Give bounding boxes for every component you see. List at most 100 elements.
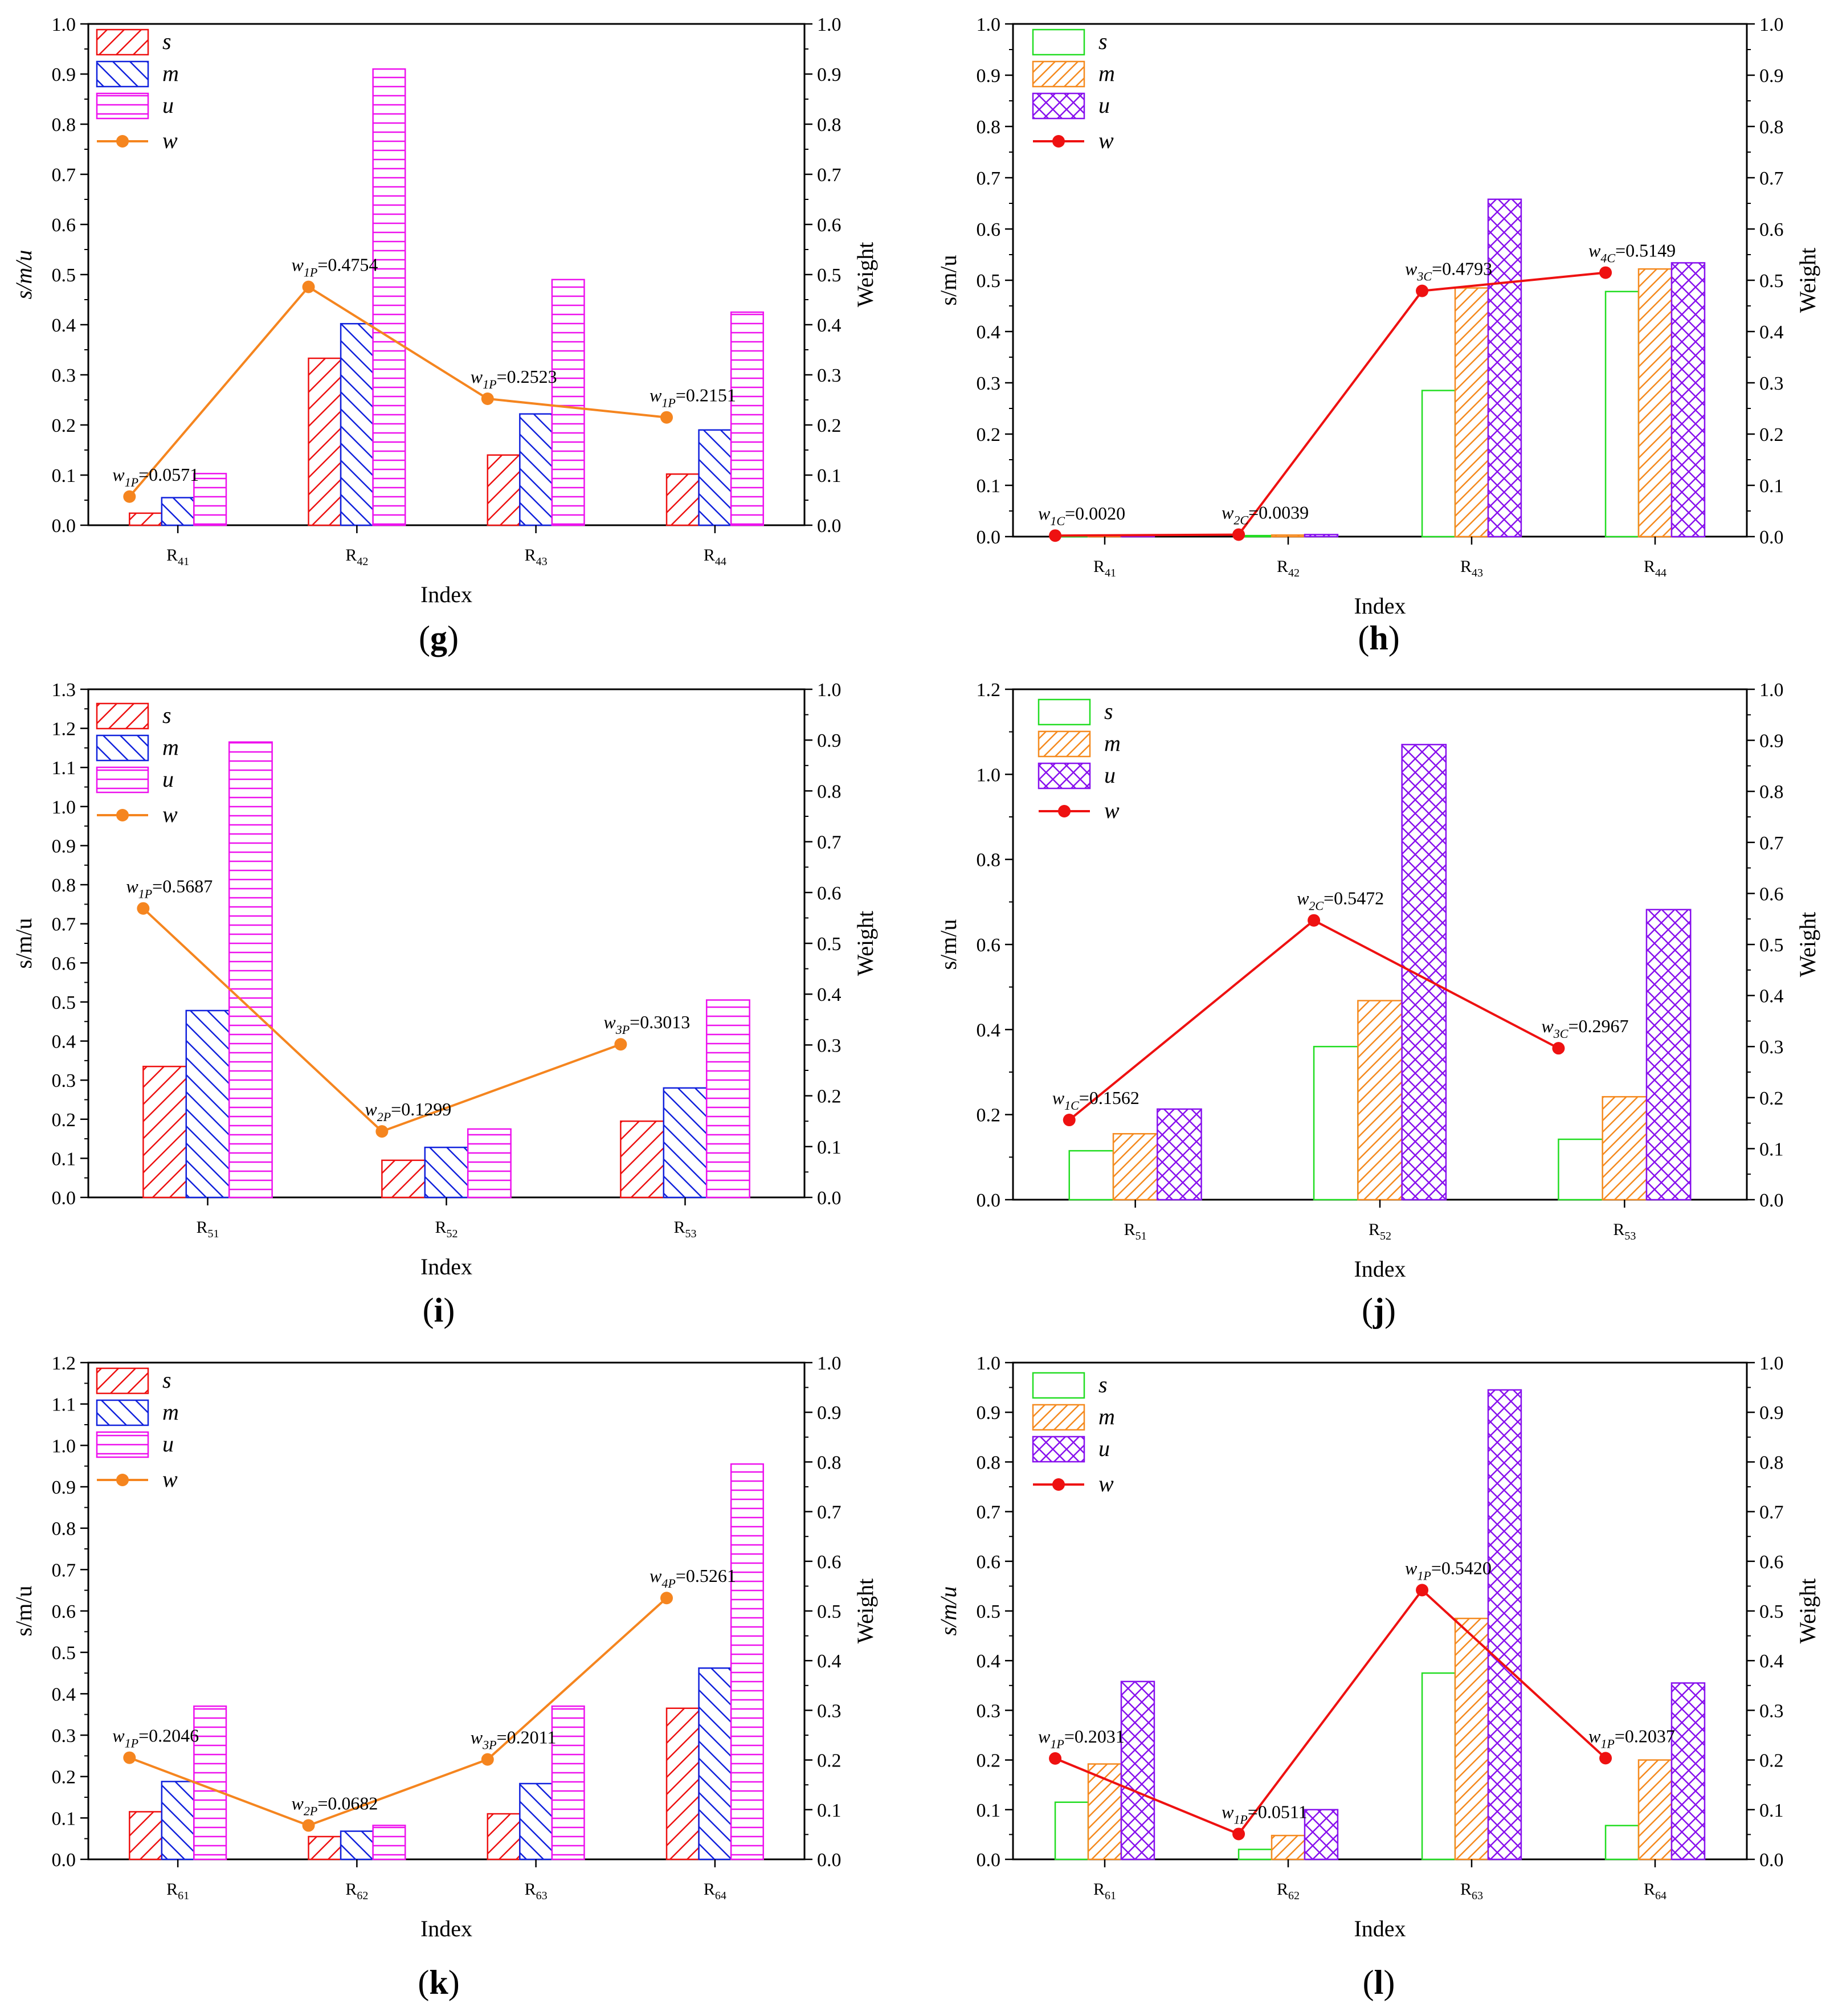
- right-tick-label: 0.1: [1759, 1139, 1784, 1160]
- right-tick-label: 0.1: [817, 1137, 842, 1158]
- x-tick-label: R43: [525, 546, 548, 568]
- x-tick-label: R42: [345, 546, 368, 568]
- x-tick-label: R44: [1644, 557, 1666, 579]
- right-tick-label: 0.1: [1759, 476, 1784, 497]
- legend-label-u: u: [1104, 762, 1116, 788]
- weight-label: w2C=0.0039: [1222, 502, 1309, 527]
- right-tick-label: 1.0: [1759, 680, 1784, 701]
- legend-label-u: u: [162, 92, 174, 118]
- bar-u-R61: [1120, 1680, 1155, 1860]
- right-tick-label: 0.0: [1759, 1850, 1784, 1871]
- legend-swatch-s: [1032, 28, 1085, 56]
- bar-m-R63: [519, 1782, 553, 1860]
- right-tick-label: 0.9: [817, 1402, 842, 1424]
- bar-s-R51: [142, 1065, 187, 1199]
- left-tick-label: 0.1: [977, 476, 1001, 497]
- legend-label-u: u: [162, 766, 174, 792]
- right-tick-label: 0.4: [817, 1651, 842, 1672]
- legend-swatch-m: [1032, 60, 1085, 88]
- right-tick-label: 0.6: [817, 1552, 842, 1573]
- left-tick-label: 1.3: [52, 680, 76, 701]
- right-tick-label: 0.5: [1759, 271, 1784, 292]
- x-axis-label: Index: [420, 1916, 472, 1941]
- left-tick-label: 0.9: [52, 64, 76, 85]
- weight-point: [302, 280, 315, 293]
- legend-label-u: u: [1098, 1436, 1110, 1461]
- bar-m-R53: [1602, 1096, 1648, 1201]
- y-axis-label: s/m/u: [936, 1586, 961, 1636]
- x-axis-label: Index: [1354, 1916, 1406, 1941]
- bar-m-R41: [161, 497, 195, 526]
- x-tick-label: R42: [1277, 557, 1300, 579]
- legend-label-s: s: [162, 1367, 171, 1393]
- right-tick-label: 0.8: [1759, 782, 1784, 803]
- legend-label-w: w: [162, 128, 178, 153]
- weight-point: [1599, 1752, 1612, 1765]
- weight-line: [129, 1597, 668, 1827]
- legend-label-w: w: [162, 1466, 178, 1492]
- bar-u-R52: [1401, 743, 1447, 1201]
- y2-axis-label: Weight: [852, 911, 878, 976]
- left-tick-label: 0.4: [977, 1651, 1001, 1672]
- bar-m-R52: [1357, 1000, 1403, 1201]
- right-tick-label: 0.0: [1759, 527, 1784, 548]
- chart-panel-i: 0.0 0.1 0.2 0.3 0.4 0.5 0.6 0.7 0.8 0.9 1.0 1.1 1.2 1…: [11, 680, 878, 1329]
- bar-s-R53: [620, 1120, 665, 1199]
- weight-point: [1063, 1114, 1076, 1127]
- weight-point: [481, 1753, 494, 1766]
- legend-swatch-s: [96, 28, 149, 56]
- x-tick-label: R63: [1460, 1880, 1483, 1902]
- legend-label-s: s: [162, 702, 171, 728]
- weight-label: w1P=0.2523: [471, 366, 557, 391]
- left-tick-label: 1.0: [52, 14, 76, 35]
- bar-u-R42: [372, 68, 406, 526]
- left-tick-label: 1.2: [977, 680, 1001, 701]
- bar-s-R42: [308, 357, 342, 526]
- left-tick-label: 0.9: [52, 1477, 76, 1498]
- left-tick-label: 0.6: [977, 935, 1001, 956]
- right-tick-label: 0.7: [1759, 168, 1784, 189]
- bar-u-R53: [705, 999, 750, 1199]
- legend-swatch-s: [96, 702, 149, 730]
- right-tick-label: 0.2: [1759, 1751, 1784, 1772]
- right-tick-label: 0.6: [817, 883, 842, 904]
- legend-swatch-u: [1032, 1436, 1085, 1463]
- right-tick-label: 0.7: [817, 165, 842, 186]
- right-tick-label: 0.0: [817, 516, 842, 537]
- bar-m-R44: [1637, 268, 1673, 538]
- weight-label: w1P=0.5420: [1405, 1557, 1492, 1582]
- right-tick-label: 1.0: [1759, 14, 1784, 35]
- bar-s-R62: [308, 1835, 342, 1860]
- left-tick-label: 1.0: [977, 764, 1001, 786]
- legend-swatch-u: [96, 92, 149, 120]
- right-tick-label: 0.7: [1759, 1502, 1784, 1523]
- legend-label-s: s: [1098, 1372, 1108, 1397]
- right-tick-label: 0.9: [1759, 1402, 1784, 1424]
- right-tick-label: 0.9: [1759, 731, 1784, 752]
- weight-line: [1055, 271, 1606, 537]
- weight-label: w1P=0.0571: [112, 464, 199, 489]
- weight-label: w2P=0.0682: [292, 1793, 378, 1818]
- x-tick-label: R41: [166, 546, 189, 568]
- x-axis-label: Index: [1354, 1256, 1406, 1282]
- right-tick-label: 0.2: [1759, 1088, 1784, 1109]
- left-tick-label: 1.0: [52, 797, 76, 818]
- bar-s-R61: [129, 1811, 163, 1860]
- left-tick-label: 0.2: [977, 424, 1001, 445]
- right-tick-label: 0.8: [1759, 117, 1784, 138]
- left-tick-label: 0.5: [52, 992, 76, 1013]
- left-tick-label: 1.2: [52, 719, 76, 740]
- bar-m-R42: [340, 322, 374, 526]
- bar-s-R52: [381, 1159, 426, 1199]
- chart-panel-l: 0.0 0.1 0.2 0.3 0.4 0.5 0.6 0.7 0.8 0.9 1.0 0.0 0.1 0…: [936, 1353, 1820, 2001]
- right-tick-label: 0.8: [817, 781, 842, 802]
- panel-caption: (k): [418, 1964, 459, 2001]
- legend-label-w: w: [162, 802, 178, 827]
- right-tick-label: 0.5: [817, 934, 842, 955]
- right-tick-label: 0.2: [817, 415, 842, 436]
- right-tick-label: 0.0: [1759, 1190, 1784, 1211]
- y-axis-label: s/m/u: [936, 919, 961, 970]
- left-tick-label: 0.5: [977, 1601, 1001, 1622]
- weight-point: [1308, 914, 1321, 927]
